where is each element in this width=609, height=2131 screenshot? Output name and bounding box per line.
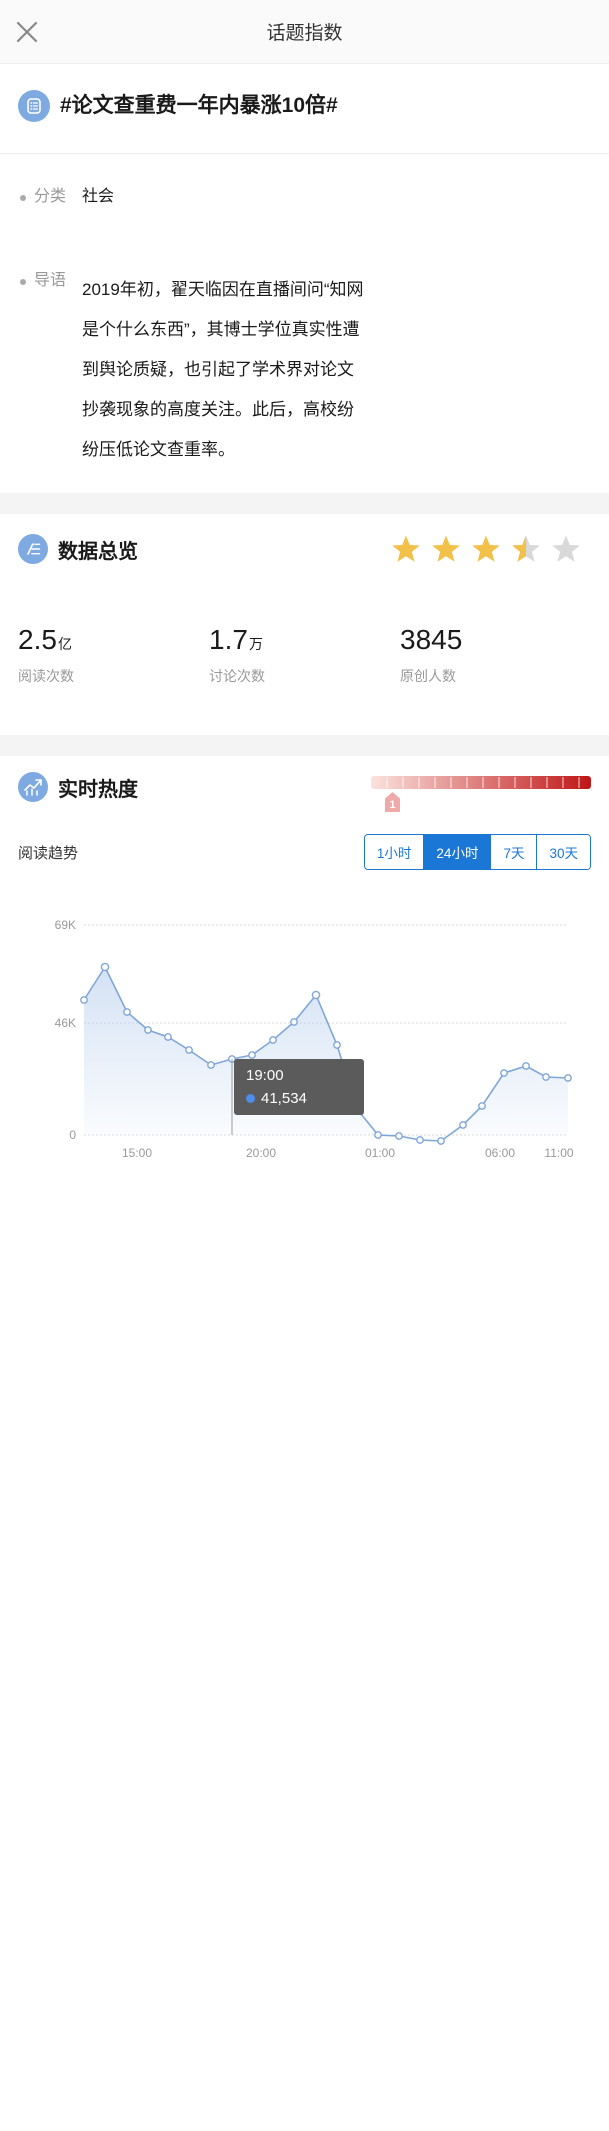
svg-text:1: 1 [389, 799, 395, 811]
svg-text:01:00: 01:00 [365, 1146, 395, 1160]
svg-text:69K: 69K [55, 918, 76, 932]
svg-text:15:00: 15:00 [122, 1146, 152, 1160]
svg-text:46K: 46K [55, 1016, 76, 1030]
svg-text:06:00: 06:00 [485, 1146, 515, 1160]
svg-text:20:00: 20:00 [246, 1146, 276, 1160]
svg-text:11:00: 11:00 [544, 1146, 573, 1160]
svg-text:0: 0 [69, 1128, 76, 1142]
